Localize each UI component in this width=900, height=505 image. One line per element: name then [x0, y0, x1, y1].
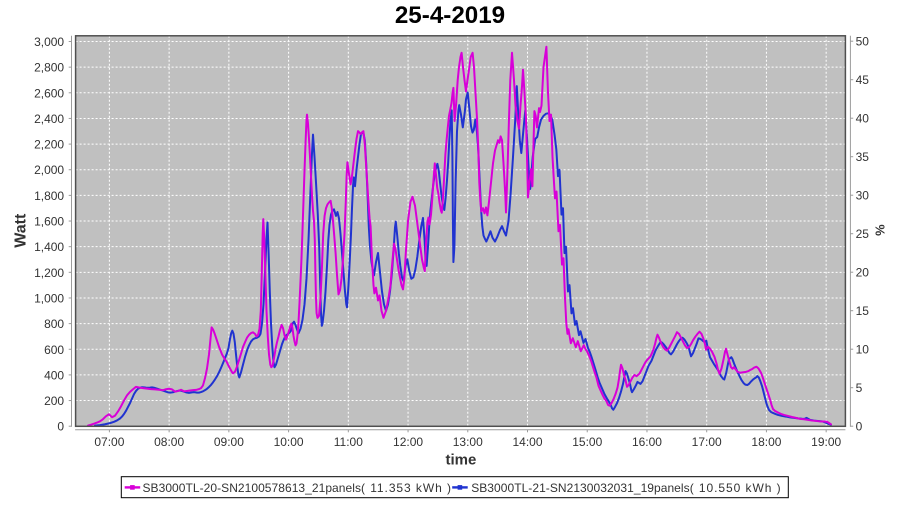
svg-text:15:00: 15:00: [572, 435, 602, 449]
svg-text:2,800: 2,800: [34, 61, 64, 75]
svg-text:1,800: 1,800: [34, 189, 64, 203]
svg-text:1,600: 1,600: [34, 215, 64, 229]
svg-text:40: 40: [856, 112, 870, 126]
svg-text:25-4-2019: 25-4-2019: [395, 2, 505, 29]
svg-text:07:00: 07:00: [94, 435, 124, 449]
svg-text:35: 35: [856, 150, 870, 164]
svg-text:%: %: [873, 224, 888, 236]
svg-text:800: 800: [44, 317, 64, 331]
svg-text:15: 15: [856, 304, 870, 318]
svg-text:time: time: [445, 451, 476, 468]
svg-text:50: 50: [856, 35, 870, 49]
svg-text:16:00: 16:00: [632, 435, 662, 449]
svg-text:20: 20: [856, 266, 870, 280]
svg-text:10:00: 10:00: [274, 435, 304, 449]
svg-text:14:00: 14:00: [512, 435, 542, 449]
svg-text:2,200: 2,200: [34, 138, 64, 152]
svg-text:2,000: 2,000: [34, 163, 64, 177]
svg-text:09:00: 09:00: [214, 435, 244, 449]
svg-text:08:00: 08:00: [154, 435, 184, 449]
svg-text:3,000: 3,000: [34, 35, 64, 49]
svg-text:12:00: 12:00: [393, 435, 423, 449]
svg-text:25: 25: [856, 227, 870, 241]
svg-text:Watt: Watt: [13, 213, 30, 248]
svg-text:0: 0: [856, 420, 863, 434]
svg-text:2,400: 2,400: [34, 112, 64, 126]
svg-text:5: 5: [856, 381, 863, 395]
svg-text:19:00: 19:00: [811, 435, 841, 449]
svg-text:0: 0: [57, 420, 64, 434]
svg-text:18:00: 18:00: [751, 435, 781, 449]
svg-text:SB3000TL-21-SN2130032031_19pan: SB3000TL-21-SN2130032031_19panels( 10.55…: [471, 481, 781, 495]
svg-text:1,200: 1,200: [34, 266, 64, 280]
svg-text:600: 600: [44, 343, 64, 357]
svg-text:1,000: 1,000: [34, 291, 64, 305]
svg-text:1,400: 1,400: [34, 240, 64, 254]
svg-text:11:00: 11:00: [334, 435, 363, 449]
svg-text:45: 45: [856, 73, 870, 87]
svg-text:2,600: 2,600: [34, 86, 64, 100]
svg-text:10: 10: [856, 343, 870, 357]
svg-text:200: 200: [44, 394, 64, 408]
svg-text:30: 30: [856, 189, 870, 203]
svg-text:400: 400: [44, 368, 64, 382]
svg-text:17:00: 17:00: [692, 435, 722, 449]
svg-text:SB3000TL-20-SN2100578613_21pan: SB3000TL-20-SN2100578613_21panels( 11.35…: [143, 481, 452, 495]
svg-text:13:00: 13:00: [453, 435, 483, 449]
